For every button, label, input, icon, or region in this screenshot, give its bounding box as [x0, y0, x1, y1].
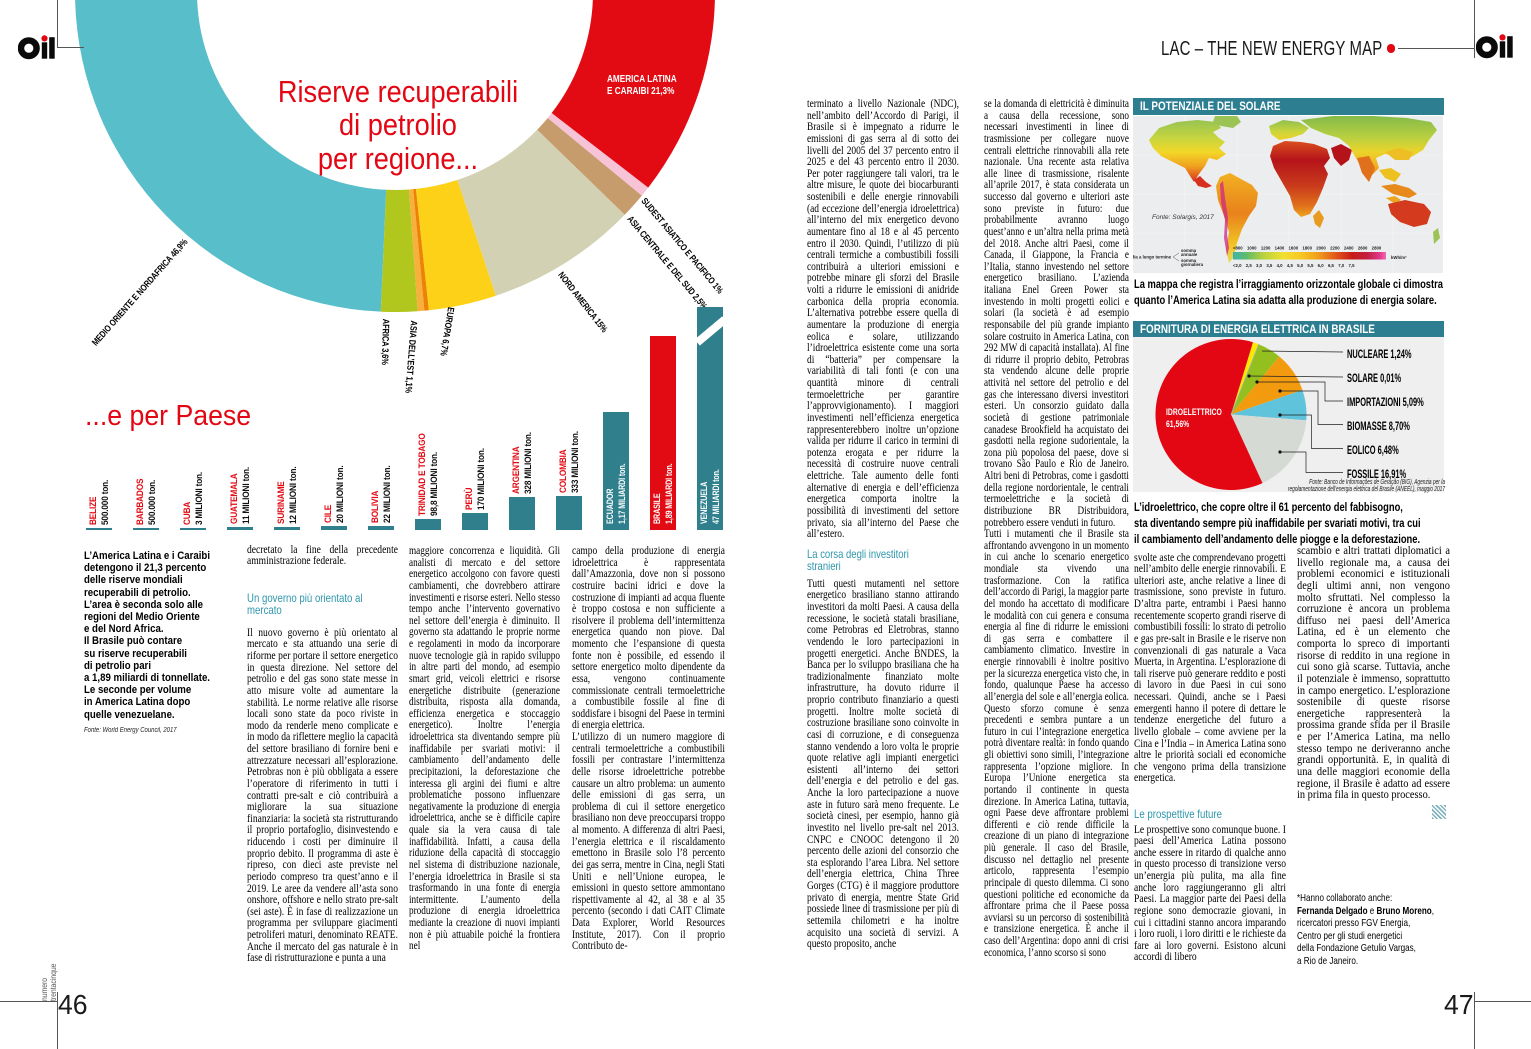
- svg-text:annuale: annuale: [1181, 252, 1198, 257]
- svg-text:somma: somma: [1181, 258, 1197, 263]
- svg-text:<800 1000 1200 1400 1600 1800: <800 1000 1200 1400 1600 1800 2000 2200 …: [1233, 245, 1382, 250]
- svg-text:Media a lungo termine: Media a lungo termine: [1133, 254, 1172, 259]
- svg-text:kWh/m²: kWh/m²: [1391, 255, 1407, 260]
- svg-text:giornaliera: giornaliera: [1181, 262, 1204, 267]
- svg-text:Fonte: Solargis, 2017: Fonte: Solargis, 2017: [1152, 214, 1214, 221]
- svg-text:somma: somma: [1181, 248, 1197, 253]
- svg-text:<2,0 2,5 3,0 3,5 4,0 4,5: <2,0 2,5 3,0 3,5 4,0 4,5 5,0 5,5 6,0 6,5…: [1233, 263, 1355, 268]
